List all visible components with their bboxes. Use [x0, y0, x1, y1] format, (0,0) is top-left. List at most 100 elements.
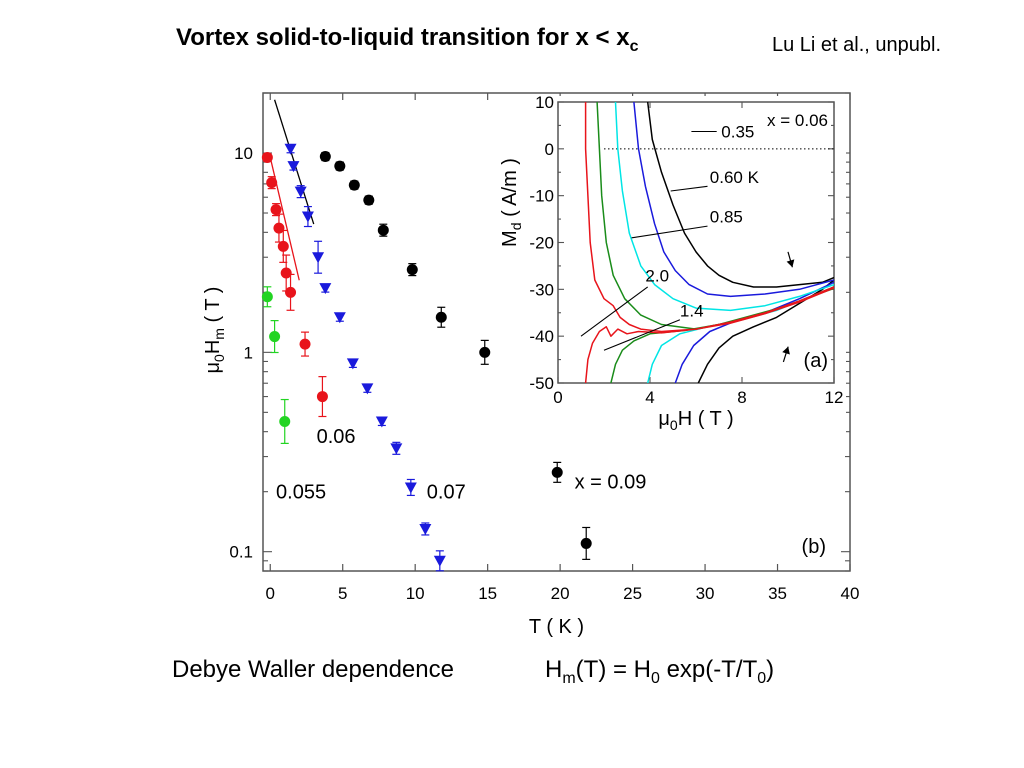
data-point-circle — [269, 331, 281, 343]
curve-label: 0.85 — [710, 208, 743, 227]
y-axis-label-b: μ0Hm ( T ) — [202, 287, 227, 374]
data-point-triangle — [419, 523, 432, 535]
data-point-circle — [580, 537, 592, 549]
data-point-circle — [266, 177, 278, 189]
panel-label-a: (a) — [804, 350, 828, 372]
y-axis-label-a: Md ( A/m ) — [499, 158, 524, 247]
y-tick-label-a: -20 — [529, 234, 554, 253]
formula-eq: (T) = H — [575, 656, 651, 683]
data-point-circle — [261, 151, 273, 163]
data-point-triangle — [284, 143, 297, 155]
curve-label: 0.35 — [721, 123, 754, 142]
curve-label: 1.4 — [680, 301, 704, 320]
data-point-circle — [551, 466, 563, 478]
data-point-triangle — [287, 161, 300, 173]
data-point-circle — [277, 240, 289, 252]
data-point-circle — [435, 311, 447, 323]
credit-note: Lu Li et al., unpubl. — [772, 34, 942, 56]
data-point-circle — [270, 204, 282, 216]
y-axis-label-a-part: M — [499, 230, 521, 247]
x-tick-label-b: 30 — [696, 584, 715, 603]
curves-group — [584, 102, 834, 383]
data-point-triangle — [346, 358, 359, 370]
x-tick-label-b: 0 — [266, 584, 275, 603]
x-axis-label-a: μ0H ( T ) — [658, 408, 733, 433]
y-tick-label-a: 0 — [545, 140, 554, 159]
data-point-circle — [319, 151, 331, 163]
x-tick-label-b: 25 — [623, 584, 642, 603]
curve-label-leader — [603, 319, 681, 351]
data-point-circle — [280, 267, 292, 279]
data-point-circle — [316, 391, 328, 403]
curve-down-branch — [614, 102, 834, 312]
y-tick-label-a: -10 — [529, 187, 554, 206]
x-tick-label-b: 15 — [478, 584, 497, 603]
formula-h: H — [545, 656, 563, 683]
y-tick-label-a: -50 — [529, 374, 554, 393]
data-point-circle — [479, 346, 491, 358]
x-tick-label-a: 8 — [737, 388, 746, 407]
x-tick-label-b: 10 — [406, 584, 425, 603]
x-axis-label-b: T ( K ) — [529, 616, 584, 638]
data-point-triangle — [404, 482, 417, 494]
formula-sub-0b: 0 — [757, 669, 767, 687]
curve-label-leader — [670, 185, 708, 192]
series-label-b: x = 0.09 — [575, 471, 647, 493]
x-tick-label-a: 0 — [553, 388, 562, 407]
x-tick-label-a: 12 — [825, 388, 844, 407]
data-point-triangle — [312, 252, 325, 264]
data-point-circle — [348, 179, 360, 191]
data-point-triangle — [375, 416, 388, 428]
curve-up-branch — [674, 281, 834, 383]
series-label-b: 0.06 — [317, 426, 356, 448]
formula-text: Hm(T) = H0 exp(-T/T0) — [545, 656, 774, 688]
curve-label: 2.0 — [645, 266, 669, 285]
data-point-circle — [406, 264, 418, 276]
formula-close: ) — [766, 656, 775, 683]
y-tick-label-a: 10 — [535, 93, 554, 112]
data-point-triangle — [390, 443, 403, 455]
sweep-arrow-head — [782, 346, 790, 355]
slide-title-subscript: c — [629, 37, 639, 55]
x-tick-label-b: 35 — [768, 584, 787, 603]
data-point-triangle — [433, 555, 446, 567]
data-point-triangle — [361, 383, 374, 395]
curve-up-branch — [584, 287, 834, 383]
y-tick-label-b: 1 — [244, 343, 253, 362]
x-axis-label-a-part: H ( T ) — [678, 408, 734, 430]
curve-down-branch — [646, 102, 834, 288]
series-label-b: 0.07 — [427, 482, 466, 504]
formula-sub-m: m — [562, 669, 576, 687]
y-axis-label-a-part: ( A/m ) — [499, 158, 521, 222]
y-tick-label-b: 0.1 — [229, 543, 253, 562]
caption-text: Debye Waller dependence — [172, 656, 454, 683]
data-point-circle — [261, 291, 273, 303]
formula-exp: exp(-T/T — [659, 656, 758, 683]
data-point-circle — [377, 224, 389, 236]
data-point-triangle — [333, 312, 346, 324]
curve-down-branch — [633, 102, 834, 298]
y-axis-label-b-part: μ — [202, 362, 224, 374]
y-axis-label-b-part: 0 — [211, 354, 227, 362]
data-point-circle — [279, 415, 291, 427]
data-point-circle — [285, 286, 297, 298]
x-tick-label-b: 20 — [551, 584, 570, 603]
y-axis-label-a-part: d — [508, 222, 524, 230]
x-tick-label-a: 4 — [645, 388, 654, 407]
data-point-circle — [334, 160, 346, 172]
y-tick-label-a: -40 — [529, 327, 554, 346]
data-point-triangle — [301, 211, 314, 223]
y-axis-label-b-part: m — [211, 328, 227, 340]
sweep-arrow-head — [786, 259, 795, 268]
x-axis-label-a-part: μ — [658, 408, 670, 430]
formula-sub-0a: 0 — [651, 669, 660, 687]
slide-title-text: Vortex solid-to-liquid transition for x … — [176, 24, 630, 51]
series-label-b: 0.055 — [276, 482, 326, 504]
curve-label-leader — [580, 286, 649, 337]
x-tick-label-b: 40 — [841, 584, 860, 603]
curve-label-leader — [631, 225, 708, 239]
slide-title: Vortex solid-to-liquid transition for x … — [176, 24, 639, 56]
